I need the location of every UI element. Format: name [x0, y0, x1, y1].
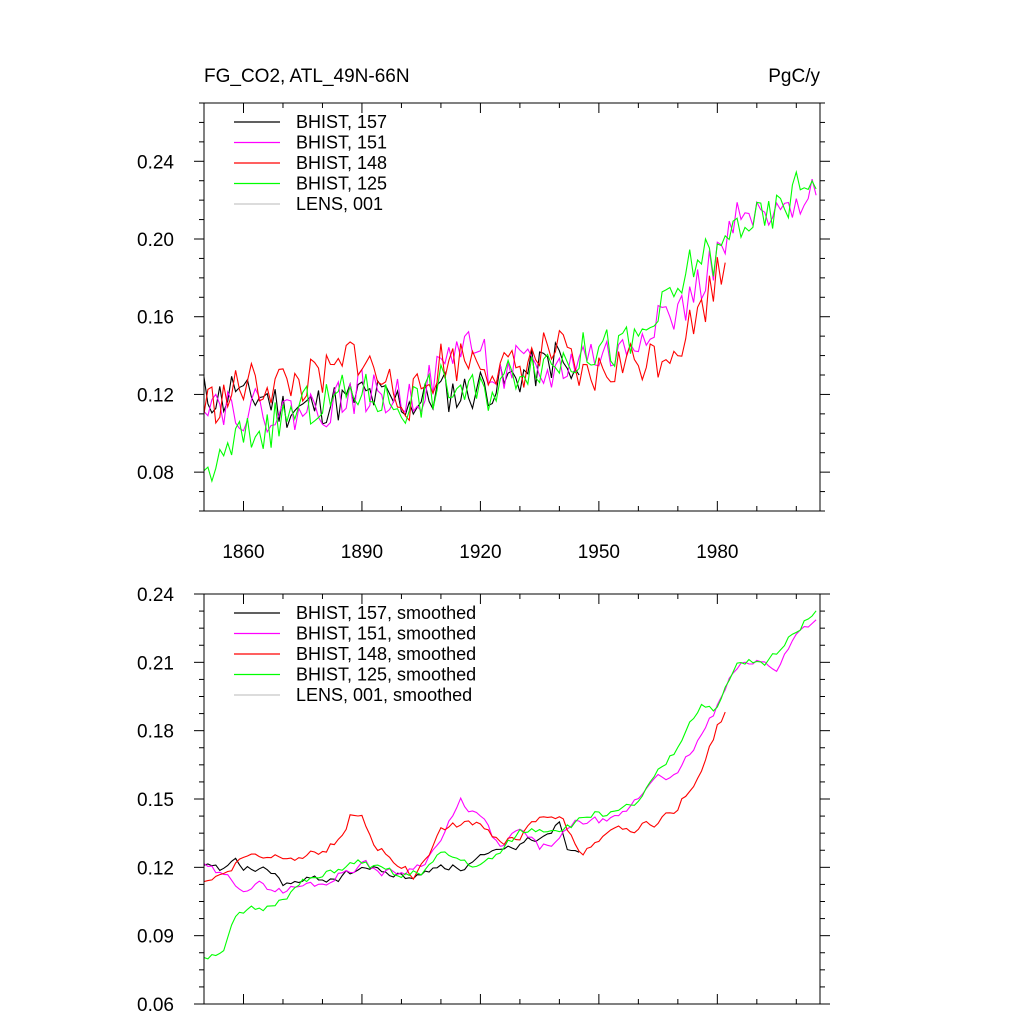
bottom-series-group [204, 610, 817, 960]
bottom-series-line-0 [204, 820, 580, 887]
bottom-series-line-1 [204, 619, 817, 894]
top-title-right: PgC/y [768, 66, 820, 87]
bottom-series-line-3 [204, 610, 817, 960]
bottom-legend-label-4: LENS, 001, smoothed [296, 685, 472, 705]
bottom-ytick-label-1: 0.09 [137, 927, 174, 948]
top-series-group [204, 169, 817, 484]
bottom-ytick-label-2: 0.12 [137, 858, 174, 879]
top-series-line-1 [204, 178, 817, 434]
bottom-axis-ticks [194, 593, 830, 1005]
top-ytick-label-1: 0.12 [137, 385, 174, 406]
top-xtick-label-4: 1980 [696, 542, 738, 563]
top-legend-label-4: LENS, 001 [296, 194, 383, 214]
bottom-ytick-label-3: 0.15 [137, 790, 174, 811]
bottom-ytick-label-6: 0.24 [137, 585, 174, 606]
top-series-line-2 [204, 257, 726, 425]
top-legend-label-2: BHIST, 148 [296, 153, 387, 173]
top-xtick-label-2: 1920 [459, 542, 501, 563]
top-title-left: FG_CO2, ATL_49N-66N [204, 66, 410, 87]
bottom-legend-label-1: BHIST, 151, smoothed [296, 624, 476, 644]
top-legend-label-1: BHIST, 151 [296, 133, 387, 153]
top-xtick-label-0: 1860 [222, 542, 264, 563]
top-series-line-3 [204, 169, 817, 484]
bottom-legend-label-2: BHIST, 148, smoothed [296, 644, 476, 664]
top-ytick-label-0: 0.08 [137, 463, 174, 484]
bottom-ytick-label-4: 0.18 [137, 722, 174, 743]
top-ytick-label-4: 0.24 [137, 152, 174, 173]
top-xtick-label-3: 1950 [578, 542, 620, 563]
top-series-line-0 [204, 341, 580, 428]
top-ytick-label-2: 0.16 [137, 308, 174, 329]
top-xtick-label-1: 1890 [341, 542, 383, 563]
bottom-legend-label-0: BHIST, 157, smoothed [296, 603, 476, 623]
bottom-panel: 0.06 0.09 0.12 0.15 0.18 0.21 0.24 BHIST, 157,… [137, 585, 830, 1016]
bottom-tick-labels: 0.06 0.09 0.12 0.15 0.18 0.21 0.24 [137, 585, 174, 1016]
bottom-series-line-2 [204, 711, 726, 883]
top-axis-ticks [194, 102, 830, 512]
bottom-ytick-label-0: 0.06 [137, 995, 174, 1016]
bottom-plot-frame [203, 593, 821, 1005]
bottom-legend-label-3: BHIST, 125, smoothed [296, 665, 476, 685]
top-ytick-label-3: 0.20 [137, 230, 174, 251]
top-legend-label-3: BHIST, 125 [296, 174, 387, 194]
top-tick-labels: 0.08 0.12 0.16 0.20 0.24 1860 1890 1920 1950 1980 [137, 152, 738, 563]
top-plot-frame [203, 102, 821, 512]
bottom-ytick-label-5: 0.21 [137, 653, 174, 674]
top-legend-label-0: BHIST, 157 [296, 112, 387, 132]
top-panel: FG_CO2, ATL_49N-66N PgC/y 0.080.120.160.… [137, 66, 830, 563]
